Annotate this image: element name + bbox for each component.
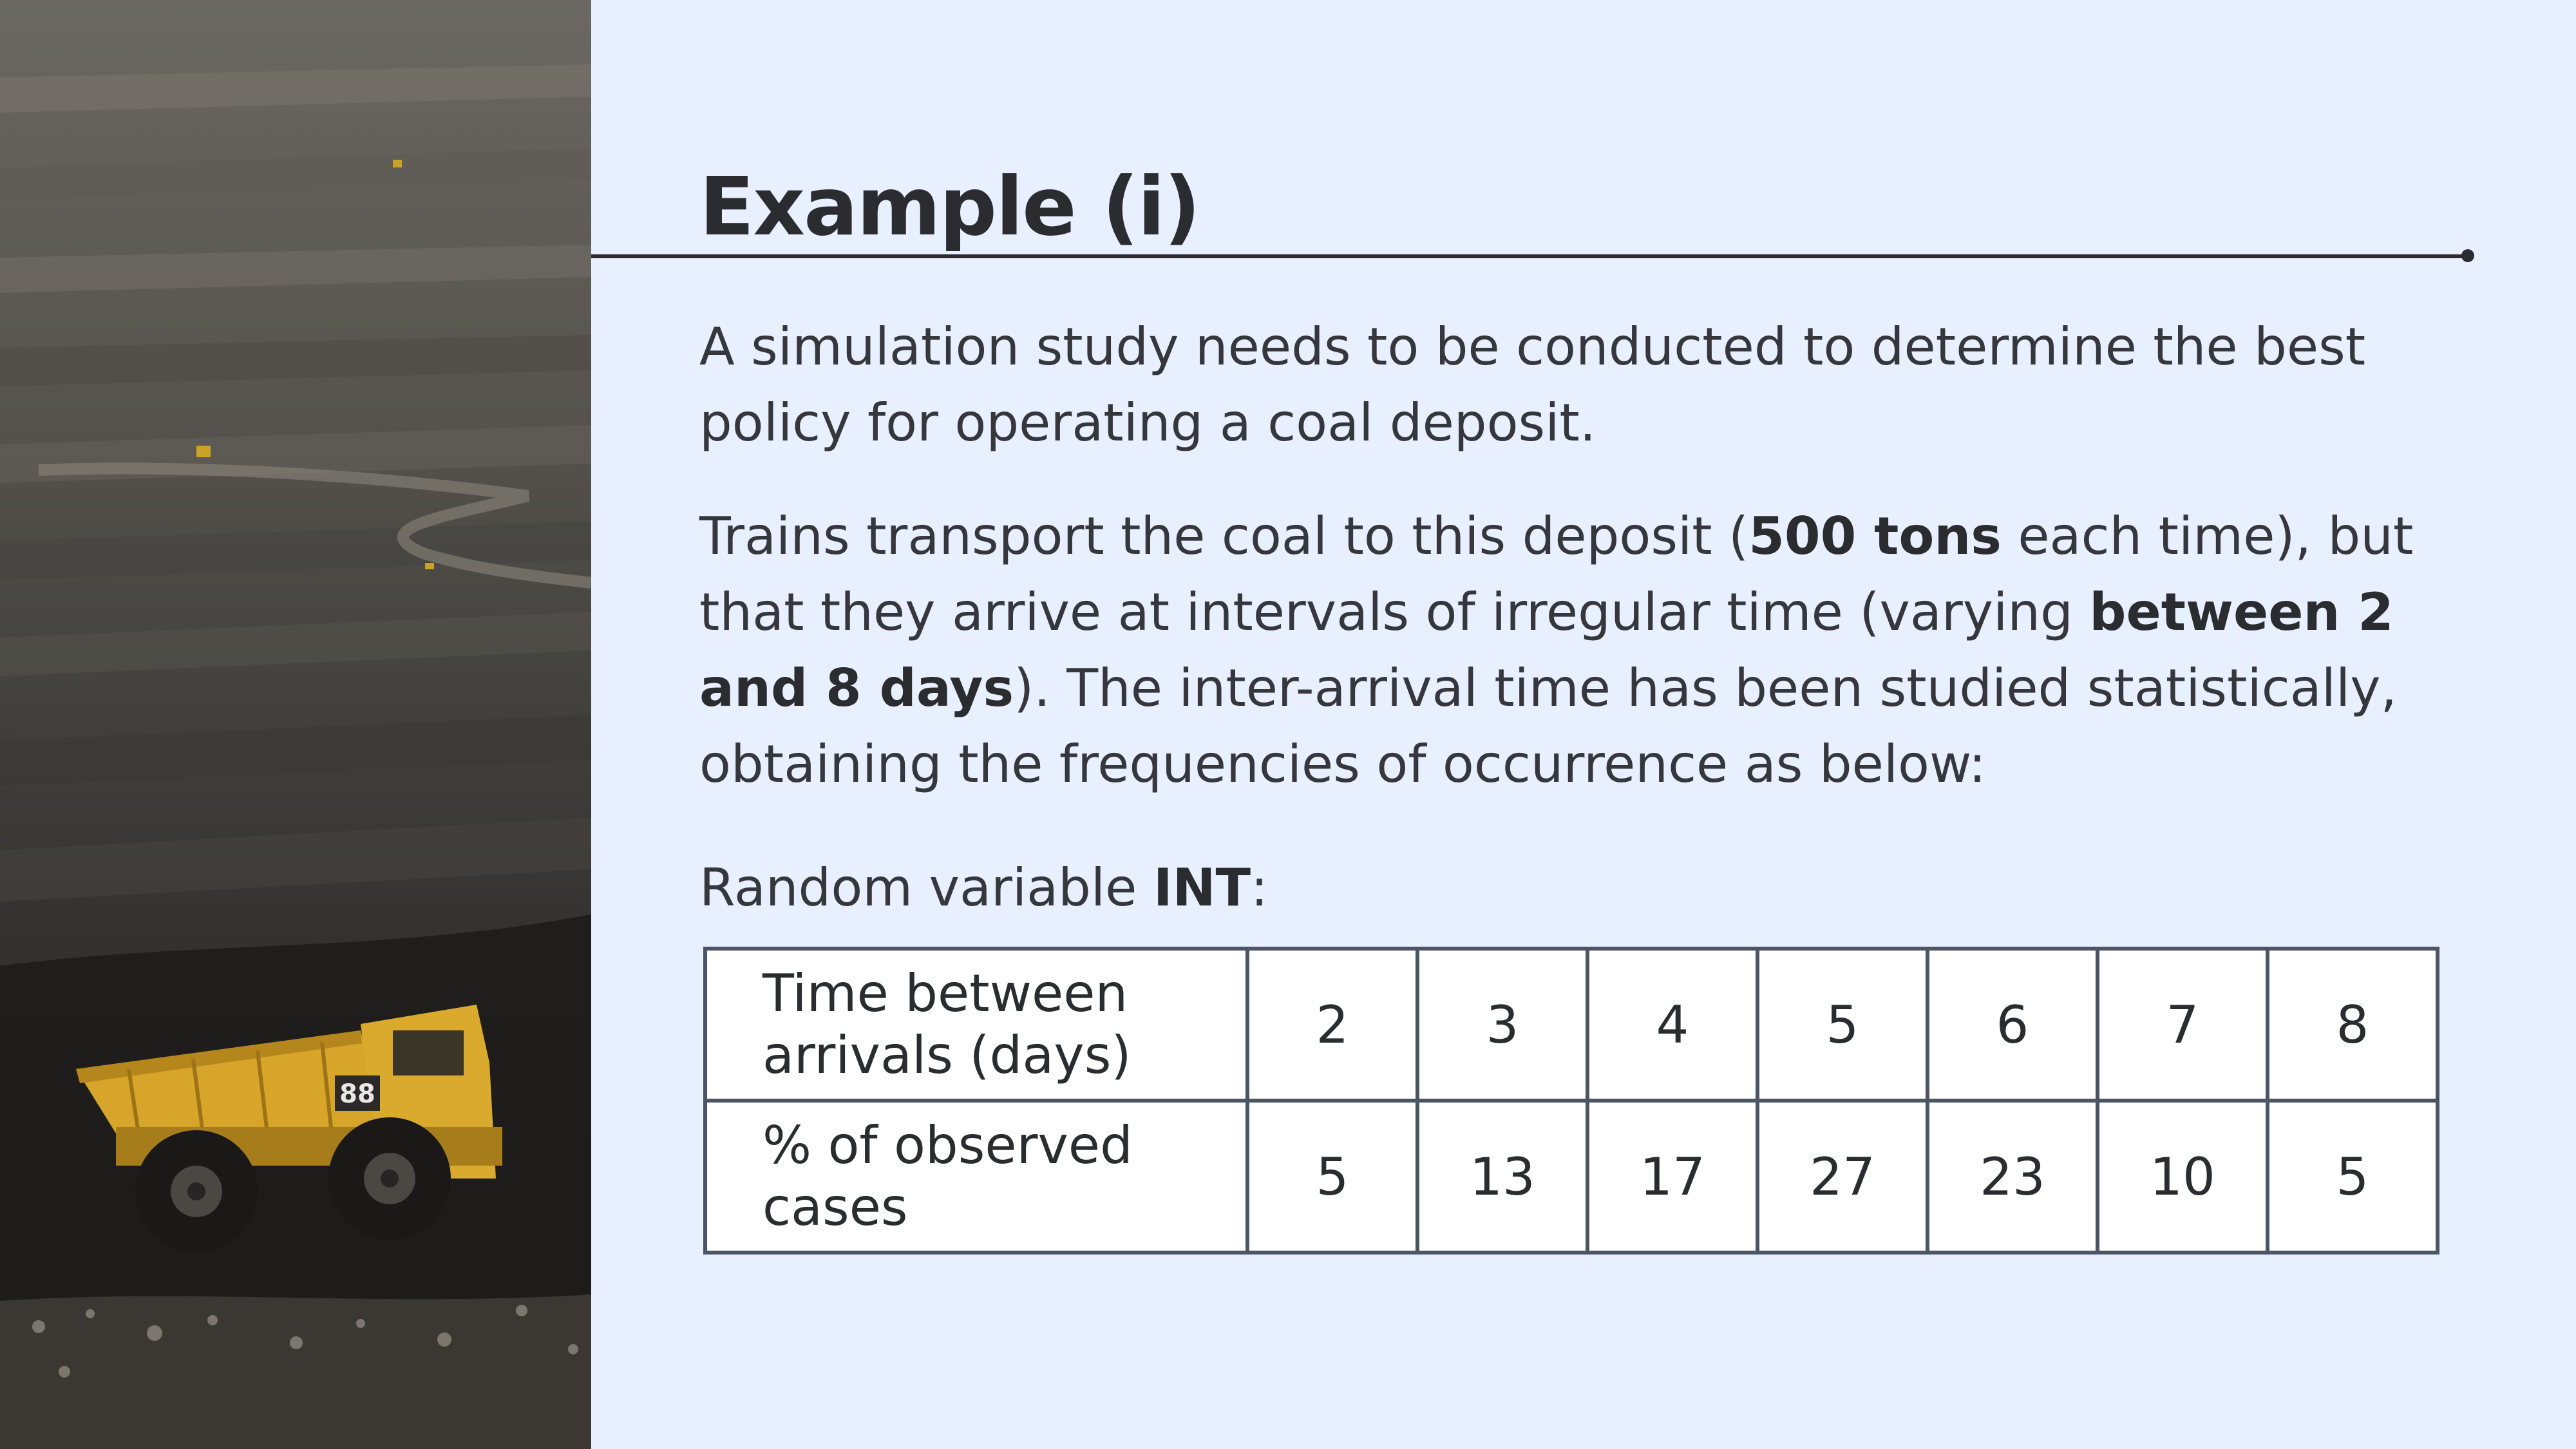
- days-range-highlight: between 2 and 8 days: [699, 582, 2394, 718]
- percentage-cell: 13: [1416, 1099, 1589, 1255]
- percentage-cell: 5: [2266, 1099, 2439, 1255]
- frequency-table: Time between arrivals (days) 2 3 4 5 6 7…: [703, 947, 2439, 1255]
- trains-text-1: Trains transport the coal to this deposi…: [699, 506, 1749, 566]
- slide-title: Example (i): [699, 160, 1200, 254]
- time-cell: 5: [1756, 947, 1929, 1103]
- time-cell: 2: [1245, 947, 1419, 1103]
- percentage-cell: 23: [1926, 1099, 2099, 1255]
- time-cell: 4: [1586, 947, 1759, 1103]
- tons-highlight: 500 tons: [1748, 506, 2002, 566]
- time-cell: 8: [2266, 947, 2439, 1103]
- percentage-cell: 10: [2096, 1099, 2269, 1255]
- underline-end-dot: [2461, 249, 2474, 262]
- random-variable-label: Random variable INT:: [699, 850, 2490, 926]
- trains-paragraph: Trains transport the coal to this deposi…: [699, 498, 2490, 802]
- percentage-cell: 17: [1586, 1099, 1759, 1255]
- trains-text-2: each time), but that they arrive at inte…: [699, 506, 2414, 642]
- random-variable-name: INT: [1153, 858, 1251, 918]
- intro-paragraph: A simulation study needs to be conducted…: [699, 317, 2366, 453]
- time-cell: 3: [1416, 947, 1589, 1103]
- time-row: Time between arrivals (days) 2 3 4 5 6 7…: [703, 947, 2439, 1103]
- time-cell: 7: [2096, 947, 2269, 1103]
- title-underline: [591, 254, 2470, 258]
- time-row-header: Time between arrivals (days): [703, 947, 1249, 1103]
- percentage-cell: 5: [1245, 1099, 1419, 1255]
- svg-text:88: 88: [339, 1079, 375, 1109]
- coal-mine-photo: 88: [0, 0, 591, 1449]
- random-variable-suffix: :: [1251, 858, 1269, 918]
- random-variable-prefix: Random variable: [699, 858, 1153, 918]
- time-cell: 6: [1926, 947, 2099, 1103]
- percentage-cell: 27: [1756, 1099, 1929, 1255]
- trains-text-3: ). The inter-arrival time has been studi…: [699, 658, 2397, 794]
- percentage-row-header: % of observed cases: [703, 1099, 1249, 1255]
- dump-truck-illustration: 88: [76, 1005, 502, 1253]
- percentage-row: % of observed cases 5 13 17 27 23 10 5: [703, 1099, 2439, 1255]
